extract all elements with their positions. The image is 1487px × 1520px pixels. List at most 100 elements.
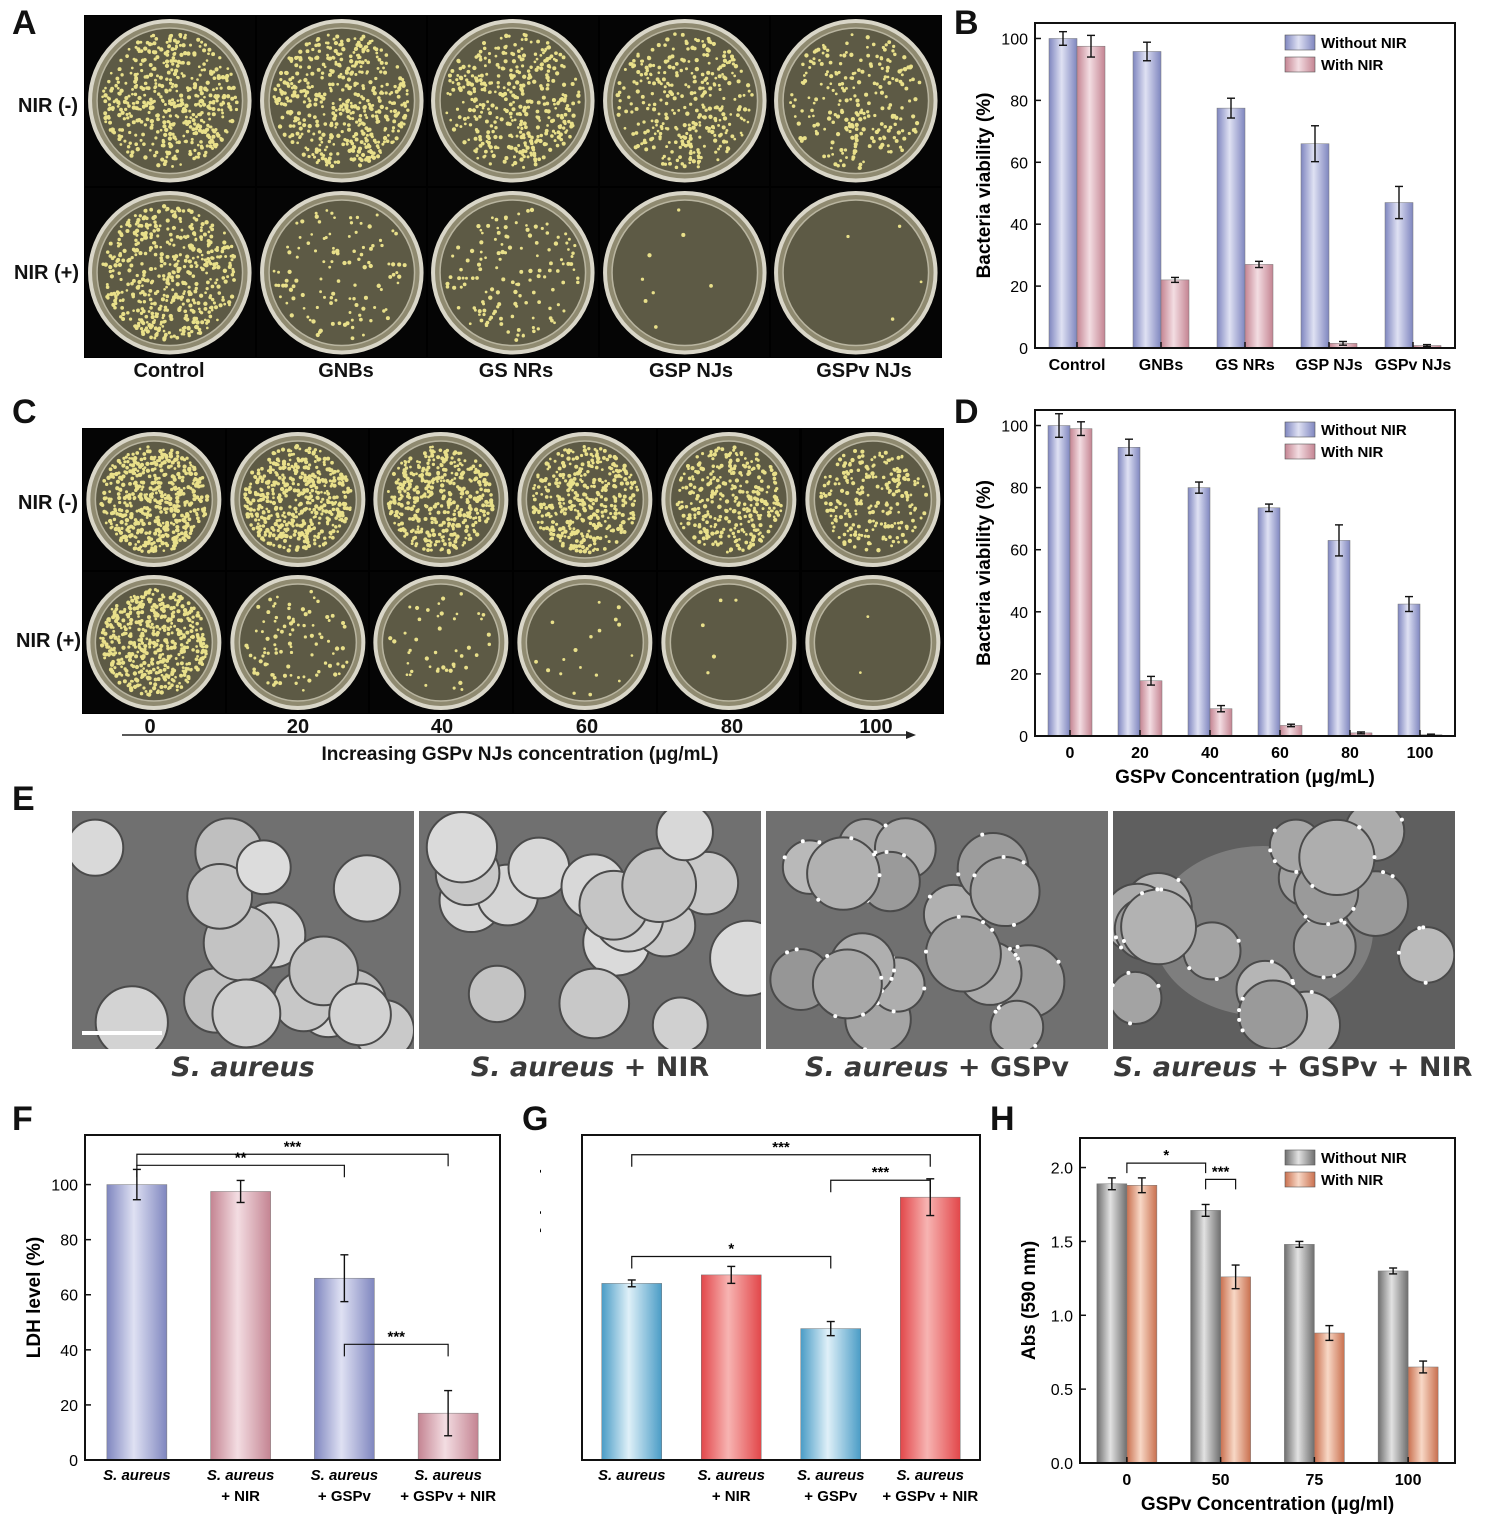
bacterial-colony: [451, 478, 455, 482]
bacterial-colony: [486, 511, 491, 516]
bacterial-colony: [139, 40, 143, 44]
bacterial-colony: [157, 273, 161, 278]
bacterial-colony: [168, 99, 172, 103]
bacterial-colony: [156, 208, 162, 214]
bacterial-colony: [276, 524, 280, 528]
bacterial-colony: [540, 226, 545, 230]
bacterial-colony: [182, 74, 186, 78]
bacterial-colony: [159, 322, 163, 326]
bacterial-colony: [663, 85, 667, 89]
bacterial-colony: [210, 284, 215, 288]
bacterial-colony: [854, 122, 860, 128]
bacterial-colony: [165, 507, 169, 511]
bacterial-colony: [185, 298, 191, 303]
bacterial-colony: [306, 496, 311, 501]
bacterial-colony: [375, 154, 380, 159]
bacterial-colony: [472, 108, 477, 113]
bacterial-colony: [116, 458, 121, 463]
bacterial-colony: [449, 92, 452, 96]
bacterial-colony: [124, 81, 128, 85]
bacterial-colony: [168, 501, 173, 507]
bacterial-colony: [462, 85, 466, 89]
bacterial-colony: [333, 125, 337, 129]
bacterial-colony: [220, 249, 225, 253]
nanoparticle: [1423, 980, 1428, 985]
bacterial-colony: [142, 273, 146, 277]
bacterial-colony: [536, 520, 540, 524]
bacterial-colony: [521, 83, 526, 88]
bacterial-colony: [693, 91, 697, 95]
bacterial-colony: [429, 445, 433, 449]
bacterium-cell: [651, 996, 709, 1049]
bacterial-colony: [469, 479, 474, 483]
bacterial-colony: [479, 464, 483, 468]
bacterial-colony: [265, 507, 268, 511]
bacterial-colony: [216, 318, 219, 321]
bacterial-colony: [296, 111, 301, 116]
bacterial-colony: [497, 65, 501, 69]
bacterial-colony: [591, 461, 595, 465]
bacterial-colony: [324, 480, 328, 484]
bacterial-colony: [368, 318, 373, 322]
bacterial-colony: [124, 107, 128, 112]
bacterial-colony: [224, 75, 229, 80]
bacterial-colony: [371, 88, 375, 92]
bacterial-colony: [542, 102, 547, 106]
bacterial-colony: [497, 301, 502, 306]
bacterial-colony: [498, 257, 502, 261]
bacterial-colony: [159, 255, 163, 260]
bacterial-colony: [356, 40, 361, 45]
nanoparticle: [1113, 935, 1118, 940]
bacterial-colony: [215, 277, 219, 281]
bacterial-colony: [522, 105, 528, 111]
bacterial-colony: [346, 127, 351, 132]
bacterial-colony: [397, 76, 402, 81]
bacterial-colony: [514, 337, 519, 342]
bacterial-colony: [513, 289, 518, 294]
bacterial-colony: [283, 283, 288, 288]
bacterial-colony: [560, 113, 564, 118]
bacterial-colony: [532, 486, 536, 490]
col-label-a: GS NRs: [478, 360, 554, 382]
bacterial-colony: [147, 111, 151, 115]
bacterial-colony: [312, 155, 316, 159]
bacterial-colony: [163, 493, 167, 497]
bacterial-colony: [321, 509, 325, 513]
bacterial-colony: [644, 65, 649, 70]
bacterial-colony: [165, 208, 168, 211]
bacterial-colony: [722, 116, 728, 121]
bacterial-colony: [381, 66, 385, 70]
bacterial-colony: [701, 105, 706, 109]
bacterial-colony: [126, 258, 131, 263]
bacterial-colony: [487, 107, 491, 111]
bacterial-colony: [285, 245, 289, 249]
x-tick-label: + GSPv: [318, 1488, 372, 1505]
bacterial-colony: [212, 99, 216, 103]
bacterial-colony: [447, 548, 451, 553]
bacterial-colony: [136, 540, 141, 544]
bacterial-colony: [116, 292, 120, 296]
nanoparticle: [1339, 918, 1344, 923]
bacterial-colony: [143, 522, 146, 526]
nanoparticle: [1357, 825, 1362, 830]
sem-caption-treatment: + GSPv + NIR: [1257, 1052, 1473, 1083]
bacterial-colony: [909, 64, 914, 69]
bacterial-colony: [196, 78, 199, 81]
bacterial-colony: [142, 543, 146, 547]
bacterial-colony: [428, 543, 433, 548]
x-tick-label: S. aureus: [103, 1467, 171, 1484]
x-tick-label: 80: [1341, 745, 1359, 762]
bacterial-colony: [344, 70, 349, 75]
bacterial-colony: [291, 519, 295, 523]
bacterial-colony: [463, 518, 468, 523]
bacterial-colony: [539, 66, 544, 71]
bacterial-colony: [374, 47, 378, 52]
bacterial-colony: [571, 123, 575, 128]
bacterial-colony: [181, 208, 186, 213]
nanoparticle: [872, 852, 877, 857]
bacterial-colony: [178, 538, 182, 542]
bacterial-colony: [677, 108, 680, 112]
bacterial-colony: [736, 79, 741, 84]
bacterial-colony: [310, 47, 315, 52]
bacterial-colony: [174, 114, 178, 118]
